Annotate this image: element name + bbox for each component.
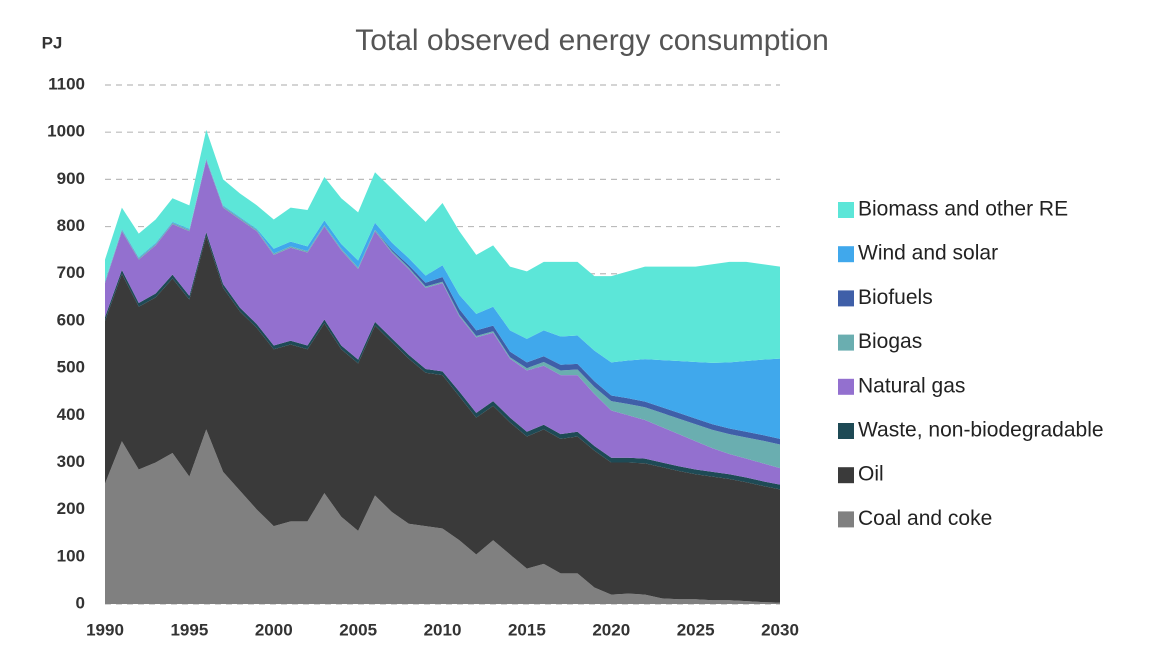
legend-swatch (838, 246, 854, 263)
y-tick-label: 1100 (48, 74, 85, 93)
legend-swatch (838, 334, 854, 351)
area (105, 159, 780, 469)
x-tick-label: 1990 (86, 620, 124, 639)
y-tick-label: 100 (57, 546, 85, 565)
y-tick-label: 200 (57, 499, 85, 518)
y-tick-label: 900 (57, 169, 85, 188)
area (105, 235, 780, 603)
legend-label: Oil (858, 463, 884, 486)
x-tick-label: 2020 (592, 620, 630, 639)
x-tick-label: 2015 (508, 620, 546, 639)
legend-swatch (838, 378, 854, 395)
legend-label: Coal and coke (858, 507, 992, 530)
y-tick-label: 0 (76, 593, 85, 612)
x-tick-label: 2005 (339, 620, 377, 639)
area (105, 429, 780, 604)
y-tick-label: 800 (57, 216, 85, 235)
legend-swatch (838, 511, 854, 528)
legend-label: Biogas (858, 330, 922, 353)
chart-title: Total observed energy consumption (355, 24, 829, 57)
y-tick-label: 1000 (47, 122, 85, 141)
y-tick-label: 400 (57, 405, 85, 424)
legend-label: Biomass and other RE (858, 198, 1068, 221)
x-tick-label: 1995 (170, 620, 208, 639)
area (105, 158, 780, 439)
legend-label: Natural gas (858, 374, 965, 397)
y-tick-label: 700 (57, 263, 85, 282)
y-tick-label: 600 (57, 310, 85, 329)
x-tick-label: 2010 (424, 620, 462, 639)
x-tick-label: 2030 (761, 620, 799, 639)
legend-label: Biofuels (858, 286, 933, 309)
legend-label: Wind and solar (858, 242, 998, 265)
area (105, 160, 780, 485)
y-tick-label: 500 (57, 358, 85, 377)
x-tick-label: 2025 (677, 620, 715, 639)
legend-swatch (838, 202, 854, 218)
x-tick-label: 2000 (255, 620, 293, 639)
area (105, 129, 780, 363)
legend-swatch (838, 290, 854, 307)
legend-label: Waste, non-biodegradable (858, 419, 1104, 442)
y-axis-unit: PJ (42, 33, 63, 52)
legend-swatch (838, 467, 854, 484)
y-tick-label: 300 (57, 452, 85, 471)
legend-swatch (838, 423, 854, 439)
